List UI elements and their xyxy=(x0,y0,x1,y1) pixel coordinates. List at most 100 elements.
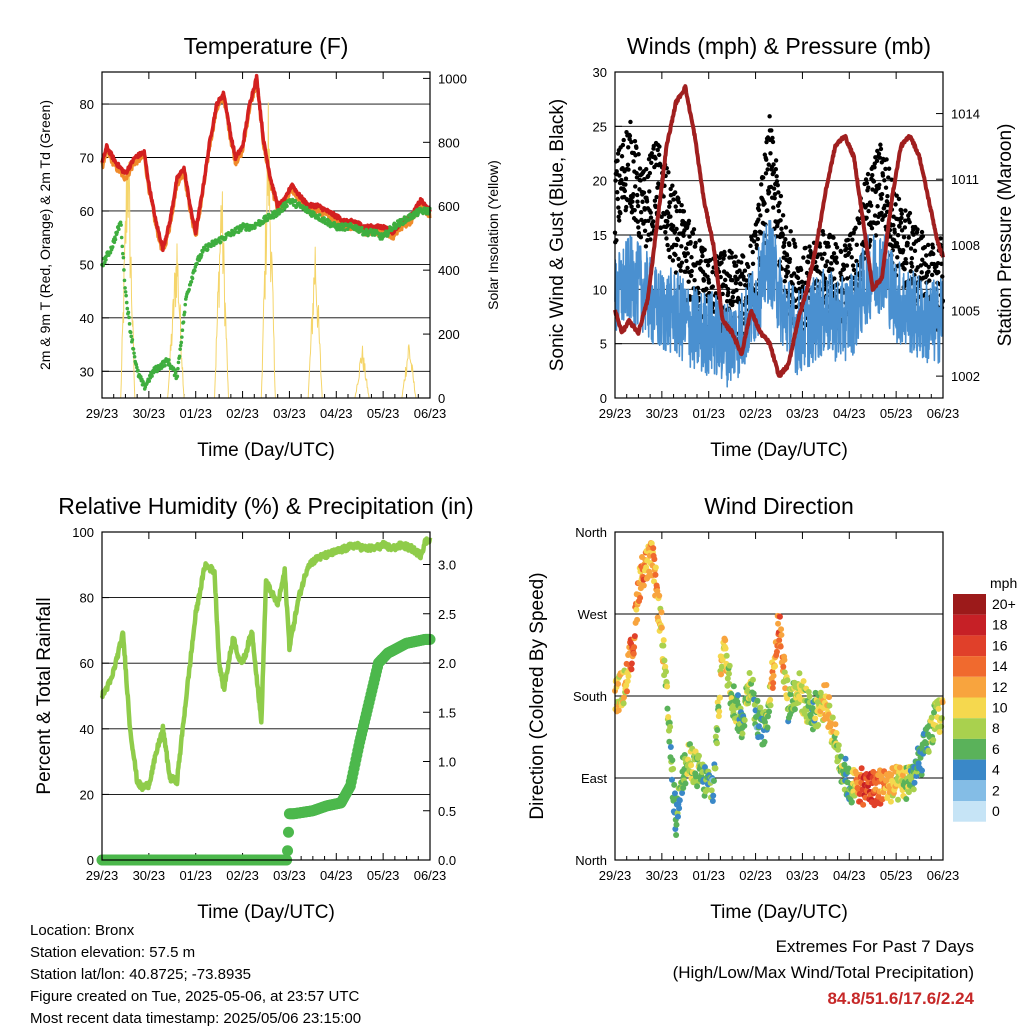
gust-point xyxy=(882,178,886,182)
direction-point xyxy=(930,737,936,743)
station-location: Location: Bronx xyxy=(30,920,361,942)
gust-point xyxy=(835,261,839,265)
direction-point xyxy=(667,724,673,730)
direction-point xyxy=(665,714,671,720)
gust-point xyxy=(824,263,828,267)
y-tick-label: 80 xyxy=(80,97,94,112)
gust-point xyxy=(799,268,803,272)
y2-tick-label: 1005 xyxy=(951,303,980,318)
gust-point xyxy=(687,234,691,238)
chart-title: Wind Direction xyxy=(704,493,854,519)
direction-point xyxy=(812,715,818,721)
x-tick-label: 06/23 xyxy=(927,406,960,421)
gust-point xyxy=(764,157,768,161)
y2-tick-label: 1.5 xyxy=(438,705,456,720)
legend-swatch xyxy=(953,739,986,760)
gust-point xyxy=(783,279,787,283)
legend-label: 0 xyxy=(992,803,1000,819)
gust-point xyxy=(673,253,677,257)
direction-point xyxy=(834,730,840,736)
gust-point xyxy=(748,244,752,248)
gust-point xyxy=(776,190,780,194)
direction-point xyxy=(625,673,631,679)
dewpoint-point xyxy=(206,248,210,252)
gust-point xyxy=(668,200,672,204)
y-tick-label: 15 xyxy=(593,228,607,243)
dewpoint-point xyxy=(183,310,187,314)
direction-point xyxy=(912,780,918,786)
y2-axis-label: Station Pressure (Maroon) xyxy=(995,124,1016,347)
gust-point xyxy=(618,211,622,215)
gust-point xyxy=(846,238,850,242)
direction-point xyxy=(888,799,894,805)
dewpoint-point xyxy=(133,355,137,359)
gust-point xyxy=(758,213,762,217)
gust-point xyxy=(687,219,691,223)
direction-point xyxy=(826,703,832,709)
gust-point xyxy=(796,276,800,280)
gust-point xyxy=(671,258,675,262)
gust-point xyxy=(733,254,737,258)
gust-point xyxy=(759,182,763,186)
direction-point xyxy=(676,805,682,811)
gust-point xyxy=(781,233,785,237)
gust-point xyxy=(821,232,825,236)
gust-point xyxy=(685,266,689,270)
direction-point xyxy=(629,661,635,667)
gust-point xyxy=(681,234,685,238)
y-tick-label: South xyxy=(573,689,607,704)
direction-point xyxy=(709,787,715,793)
x-tick-label: 03/23 xyxy=(273,868,306,883)
gust-point xyxy=(673,190,677,194)
direction-point xyxy=(664,683,670,689)
dewpoint-point xyxy=(179,344,183,348)
direction-point xyxy=(723,646,729,652)
legend-swatch xyxy=(953,635,986,656)
direction-point xyxy=(711,778,717,784)
gust-point xyxy=(752,239,756,243)
direction-point xyxy=(750,677,756,683)
gust-point xyxy=(891,223,895,227)
gust-point xyxy=(668,255,672,259)
direction-point xyxy=(830,715,836,721)
precip-point xyxy=(283,827,294,838)
dewpoint-point xyxy=(126,307,130,311)
direction-point xyxy=(775,621,781,627)
chart-title: Winds (mph) & Pressure (mb) xyxy=(627,33,931,59)
gust-point xyxy=(926,243,930,247)
y2-tick-label: 1000 xyxy=(438,71,467,86)
direction-point xyxy=(766,709,772,715)
direction-point xyxy=(727,663,733,669)
gust-point xyxy=(751,262,755,266)
legend-label: 20+ xyxy=(992,596,1016,612)
gust-point xyxy=(624,176,628,180)
direction-point xyxy=(767,697,773,703)
gust-point xyxy=(893,230,897,234)
gust-point xyxy=(879,147,883,151)
y-tick-label: 25 xyxy=(593,119,607,134)
direction-point xyxy=(661,657,667,663)
direction-point xyxy=(621,700,627,706)
gust-point xyxy=(626,163,630,167)
gust-point xyxy=(865,181,869,185)
dewpoint-point xyxy=(122,256,126,260)
direction-point xyxy=(668,744,674,750)
dewpoint-point xyxy=(177,361,181,365)
direction-point xyxy=(741,723,747,729)
x-tick-label: 04/23 xyxy=(320,406,353,421)
y-tick-label: 5 xyxy=(600,337,607,352)
gust-point xyxy=(772,186,776,190)
gust-point xyxy=(774,167,778,171)
gust-point xyxy=(702,248,706,252)
gust-point xyxy=(778,218,782,222)
direction-point xyxy=(836,742,842,748)
direction-point xyxy=(666,739,672,745)
gust-point xyxy=(686,279,690,283)
x-tick-label: 01/23 xyxy=(179,868,212,883)
gust-point xyxy=(884,185,888,189)
y-tick-label: 20 xyxy=(593,174,607,189)
gust-point xyxy=(875,204,879,208)
x-tick-label: 02/23 xyxy=(739,406,772,421)
gust-point xyxy=(629,140,633,144)
legend-swatch xyxy=(953,656,986,677)
